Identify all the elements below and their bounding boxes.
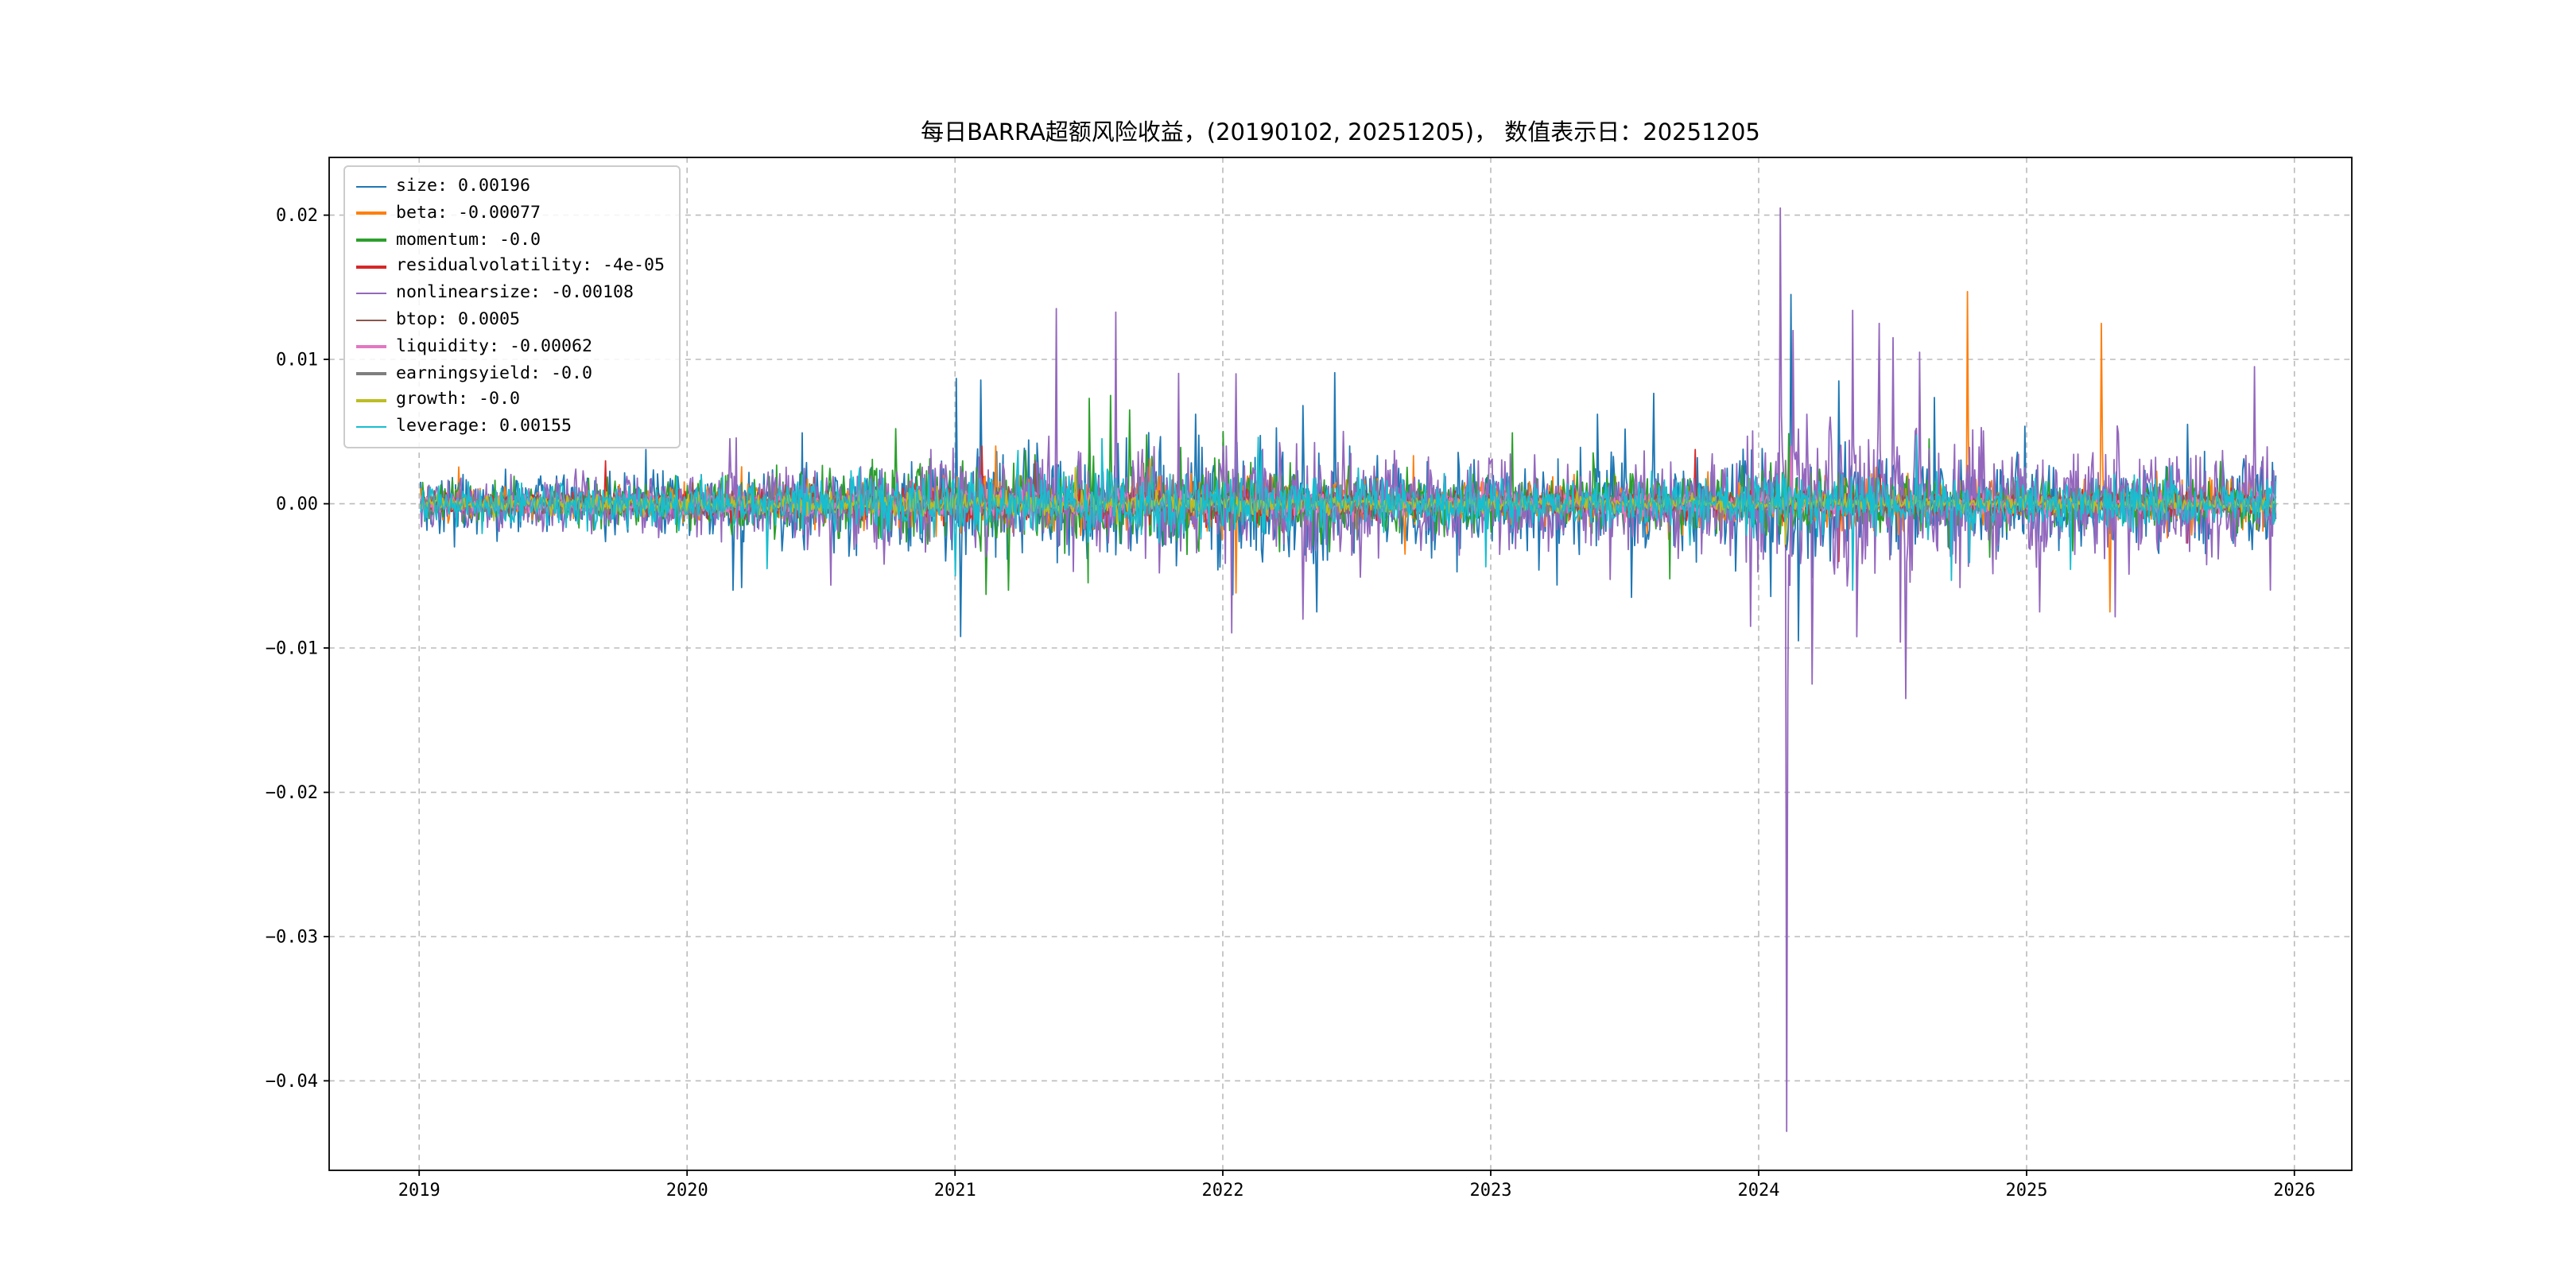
legend-line-swatch [356,292,386,295]
legend-item: liquidity: -0.00062 [356,334,665,361]
x-tick-label: 2022 [1202,1181,1244,1201]
x-tick-label: 2021 [934,1181,976,1201]
x-tick-label: 2023 [1470,1181,1512,1201]
legend-line-swatch [356,398,386,402]
y-tick-label: −0.03 [266,928,318,948]
legend-line-swatch [356,239,386,242]
legend: size: 0.00196 beta: -0.00077 momentum: -0.… [343,165,681,448]
y-tick-label: 0.00 [276,495,318,514]
axis-ticks-and-labels: 2019 2020 2021 2022 2023 2024 2025 2026 0.02 0.01… [266,206,2316,1201]
legend-label: nonlinearsize: -0.00108 [396,281,634,303]
legend-label: leverage: 0.00155 [396,415,572,436]
legend-item: btop: 0.0005 [356,307,665,334]
chart-title: 每日BARRA超额风险收益，(20190102, 20251205)， 数值表示… [921,121,1760,146]
series-lines [420,207,2277,1132]
y-tick-label: 0.02 [276,206,318,226]
x-tick-label: 2024 [1738,1181,1780,1201]
series-beta [420,290,2277,613]
legend-line-swatch [356,319,386,322]
legend-line-swatch [356,372,386,375]
x-tick-label: 2025 [2006,1181,2048,1201]
y-tick-label: −0.04 [266,1072,318,1092]
legend-line-swatch [356,185,386,188]
legend-line-swatch [356,425,386,429]
legend-item: beta: -0.00077 [356,200,665,227]
axes-frame [328,157,2353,1171]
legend-item: growth: -0.0 [356,387,665,414]
legend-label: momentum: -0.0 [396,228,541,250]
legend-label: btop: 0.0005 [396,308,521,329]
legend-item: leverage: 0.00155 [356,413,665,440]
x-tick-label: 2026 [2273,1181,2315,1201]
series-leverage [420,434,2277,592]
legend-line-swatch [356,345,386,349]
legend-label: liquidity: -0.00062 [396,335,593,356]
series-nonlinearsize [420,207,2277,1132]
x-tick-label: 2020 [666,1181,708,1201]
y-tick-label: −0.01 [266,639,318,659]
y-tick-label: 0.01 [276,351,318,370]
legend-item: momentum: -0.0 [356,227,665,254]
legend-label: residualvolatility: -4e-05 [396,254,665,276]
legend-label: beta: -0.00077 [396,201,541,223]
legend-item: earningsyield: -0.0 [356,360,665,387]
legend-label: size: 0.00196 [396,175,531,196]
legend-line-swatch [356,265,386,269]
legend-label: growth: -0.0 [396,388,521,409]
legend-item: residualvolatility: -4e-05 [356,254,665,281]
legend-label: earningsyield: -0.0 [396,362,593,383]
legend-item: nonlinearsize: -0.00108 [356,280,665,307]
y-tick-label: −0.02 [266,783,318,803]
legend-item: size: 0.00196 [356,173,665,200]
x-tick-label: 2019 [398,1181,440,1201]
legend-line-swatch [356,211,386,215]
